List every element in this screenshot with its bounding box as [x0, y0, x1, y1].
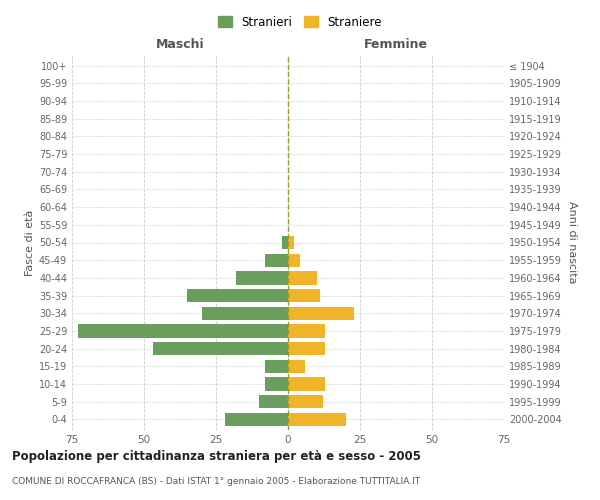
Bar: [288, 395, 323, 408]
Bar: [78, 324, 288, 338]
Text: Maschi: Maschi: [155, 38, 205, 52]
Bar: [265, 360, 288, 373]
Legend: Stranieri, Straniere: Stranieri, Straniere: [213, 11, 387, 34]
Text: Femmine: Femmine: [364, 38, 428, 52]
Bar: [202, 306, 288, 320]
Bar: [282, 236, 288, 249]
Bar: [288, 324, 325, 338]
Bar: [152, 342, 288, 355]
Bar: [236, 271, 288, 284]
Bar: [288, 254, 299, 267]
Bar: [187, 289, 288, 302]
Bar: [265, 254, 288, 267]
Text: COMUNE DI ROCCAFRANCA (BS) - Dati ISTAT 1° gennaio 2005 - Elaborazione TUTTITALI: COMUNE DI ROCCAFRANCA (BS) - Dati ISTAT …: [12, 478, 420, 486]
Bar: [288, 360, 305, 373]
Y-axis label: Anni di nascita: Anni di nascita: [567, 201, 577, 284]
Bar: [288, 413, 346, 426]
Y-axis label: Fasce di età: Fasce di età: [25, 210, 35, 276]
Bar: [288, 342, 325, 355]
Bar: [288, 289, 320, 302]
Bar: [259, 395, 288, 408]
Bar: [265, 378, 288, 390]
Bar: [288, 271, 317, 284]
Bar: [288, 378, 325, 390]
Text: Popolazione per cittadinanza straniera per età e sesso - 2005: Popolazione per cittadinanza straniera p…: [12, 450, 421, 463]
Bar: [224, 413, 288, 426]
Bar: [288, 236, 294, 249]
Bar: [288, 306, 354, 320]
